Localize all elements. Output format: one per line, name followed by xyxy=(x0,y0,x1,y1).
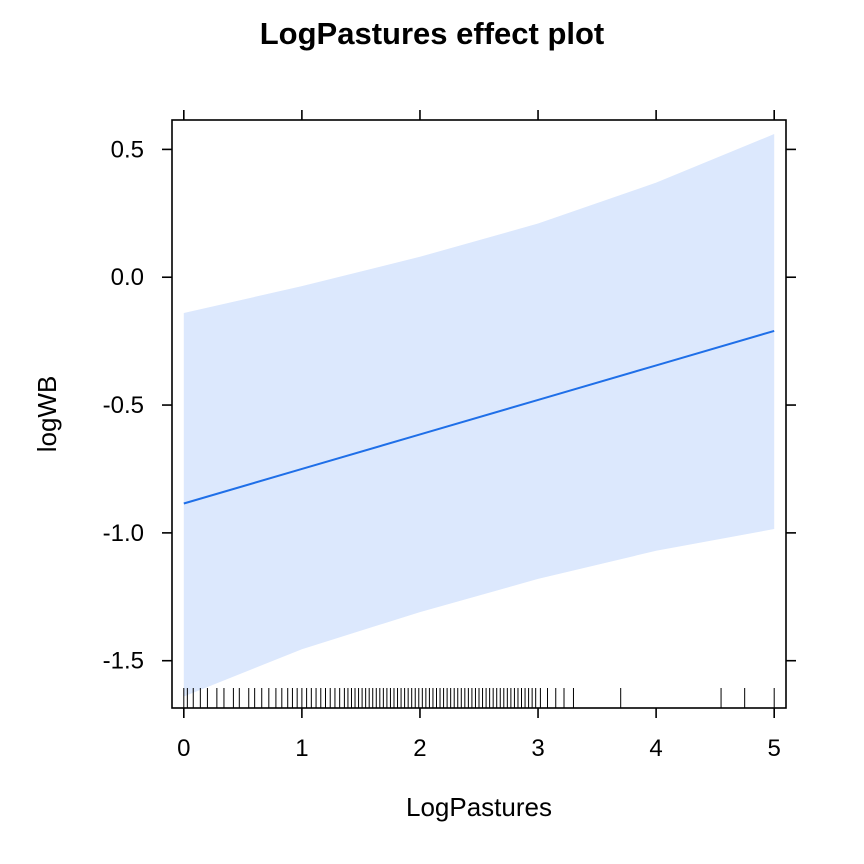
rug-layer xyxy=(183,688,775,708)
y-tick-label: -1.0 xyxy=(103,520,144,547)
y-axis-label: logWB xyxy=(32,376,62,453)
x-tick-label: 1 xyxy=(295,735,308,762)
x-axis-label: LogPastures xyxy=(406,792,552,822)
x-tick-label: 0 xyxy=(177,735,190,762)
x-tick-label: 5 xyxy=(768,735,781,762)
confidence-band-layer xyxy=(183,134,775,697)
fit-line xyxy=(183,329,775,505)
y-tick-label: -1.5 xyxy=(103,648,144,675)
x-axis: 0 1 2 3 4 5 xyxy=(177,110,781,762)
y-tick-label: 0.0 xyxy=(111,264,144,291)
chart-title: LogPastures effect plot xyxy=(260,16,605,51)
fit-line-layer xyxy=(183,329,775,505)
y-axis: 0.5 0.0 -0.5 -1.0 -1.5 xyxy=(103,136,796,675)
y-tick-label: 0.5 xyxy=(111,136,144,163)
x-tick-label: 4 xyxy=(649,735,662,762)
y-tick-label: -0.5 xyxy=(103,392,144,419)
plot-panel-border xyxy=(171,119,787,709)
confidence-band xyxy=(183,134,775,697)
x-tick-label: 3 xyxy=(531,735,544,762)
x-tick-label: 2 xyxy=(413,735,426,762)
